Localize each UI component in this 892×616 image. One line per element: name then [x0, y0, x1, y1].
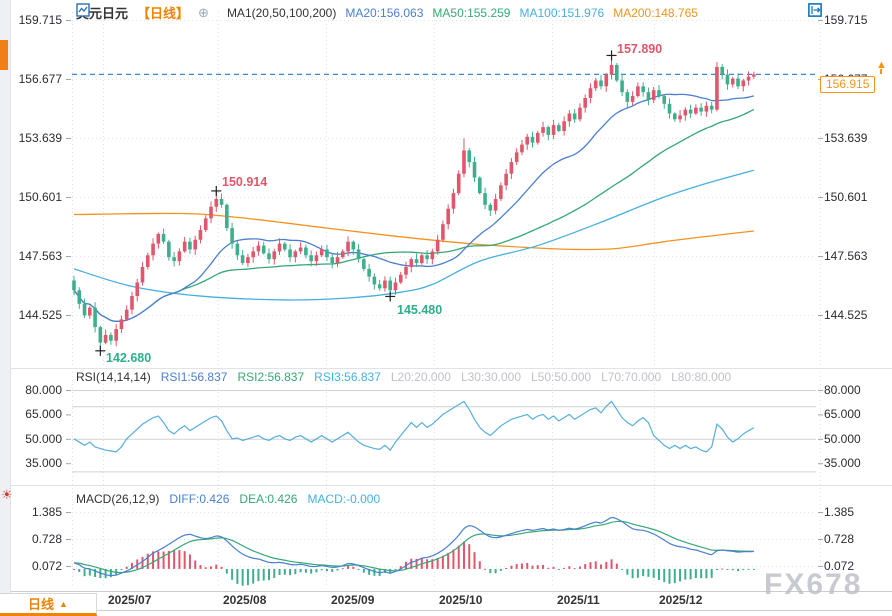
x-axis-month-label: 2025/11 — [557, 593, 600, 607]
price-axis-label: 159.715 — [824, 13, 868, 27]
price-axis-label: 156.677 — [18, 72, 62, 86]
macd-diff-value: DIFF:0.426 — [169, 492, 230, 506]
rsi-axis-label: 35.000 — [824, 456, 861, 471]
ma200-value: MA200:148.765 — [613, 5, 698, 20]
price-axis-label: 144.525 — [18, 307, 62, 322]
rsi-level-label: L20:20.000 — [390, 370, 451, 384]
rsi-axis-label: 80.000 — [25, 383, 62, 397]
rsi-axis-label: 80.000 — [824, 383, 861, 397]
macd-dea-value: DEA:0.426 — [239, 492, 298, 506]
ma20-value: MA20:156.063 — [345, 5, 424, 20]
rsi2-value: RSI2:56.837 — [237, 370, 305, 384]
price-axis-label: 153.639 — [18, 130, 62, 145]
x-axis-month-label: 2025/09 — [331, 593, 375, 607]
rsi-axis-label: 65.000 — [824, 407, 861, 422]
timeframe-tab-label: 日线 — [28, 597, 55, 612]
left-toolbar-strip — [0, 0, 11, 593]
price-axis-label: 150.601 — [18, 189, 62, 204]
ma100-value: MA100:151.976 — [519, 5, 605, 20]
ma50-value: MA50:155.259 — [432, 5, 511, 20]
rsi-axis-label: 50.000 — [824, 431, 861, 446]
price-axis-label: 144.525 — [824, 307, 868, 322]
timeframe-tab-daily[interactable]: 日线 ▲ — [0, 593, 97, 616]
x-axis-month-label: 2025/10 — [439, 593, 483, 607]
rsi-name[interactable]: RSI(14,14,14) — [76, 370, 151, 384]
rsi-axis-label: 35.000 — [25, 456, 62, 471]
price-annotation-high: 157.890 — [617, 42, 663, 56]
watermark: FX678 — [764, 568, 863, 601]
rsi1-value: RSI1:56.837 — [160, 370, 228, 384]
x-axis-month-label: 2025/12 — [659, 593, 703, 607]
current-price-badge[interactable]: 156.915 — [820, 76, 876, 93]
tab-up-arrow-icon: ▲ — [59, 598, 68, 609]
rsi-ref-levels: L20:20.000 L30:30.000 L50:50.000 L70:70.000… — [391, 370, 731, 384]
macd-axis-label: 0.072 — [31, 558, 62, 573]
price-axis-label: 147.563 — [824, 248, 868, 263]
price-axis-label: 159.715 — [18, 13, 62, 27]
rsi-level-label: L70:70.000 — [601, 370, 662, 384]
add-indicator-icon[interactable]: ⊕ — [198, 4, 209, 20]
x-axis: 2025/07 2025/08 2025/09 2025/10 2025/11 2025/… — [0, 593, 892, 610]
macd-axis-label: 0.728 — [31, 532, 62, 546]
rsi3-value: RSI3:56.837 — [314, 370, 381, 384]
rsi-level-label: L50:50.000 — [531, 370, 592, 384]
macd-axis-label: 1.385 — [31, 505, 62, 519]
macd-name[interactable]: MACD(26,12,9) — [76, 492, 160, 506]
rsi-header: RSI(14,14,14) RSI1:56.837 RSI2:56.837 RS… — [76, 370, 731, 384]
macd-axis-label: 1.385 — [824, 505, 855, 519]
rsi-level-label: L30:30.000 — [460, 370, 521, 384]
x-axis-month-label: 2025/07 — [108, 593, 152, 607]
price-axis-label: 153.639 — [824, 130, 868, 145]
toolbar-orange-marker[interactable] — [0, 40, 8, 70]
rsi-axis-label: 50.000 — [25, 431, 62, 446]
macd-header: MACD(26,12,9) DIFF:0.426 DEA:0.426 MACD:… — [76, 492, 380, 506]
price-axis-label: 147.563 — [18, 248, 62, 263]
macd-hist-value: MACD:-0.000 — [307, 492, 381, 506]
macd-axis-label: 0.728 — [824, 532, 855, 546]
period-tag[interactable]: 【日线】 — [137, 6, 190, 21]
price-annotation-high: 150.914 — [222, 175, 268, 189]
macd-axis-label: 0.072 — [824, 558, 855, 573]
price-annotation-low: 145.480 — [397, 303, 443, 317]
price-axis-label: 150.601 — [824, 189, 868, 204]
chart-header: 美元日元 【日线】 ⊕ MA1(20,50,100,200) MA20:156.… — [76, 3, 698, 22]
hot-spot-icon[interactable]: ☀ — [1, 487, 13, 502]
price-annotation-low: 142.680 — [106, 351, 152, 365]
ma-settings-label[interactable]: MA1(20,50,100,200) — [226, 5, 337, 20]
rsi-axis-label: 65.000 — [25, 407, 62, 422]
price-up-arrow-icon: ▲ — [876, 60, 887, 74]
x-axis-month-label: 2025/08 — [223, 593, 267, 607]
rsi-level-label: L80:80.000 — [671, 370, 732, 384]
